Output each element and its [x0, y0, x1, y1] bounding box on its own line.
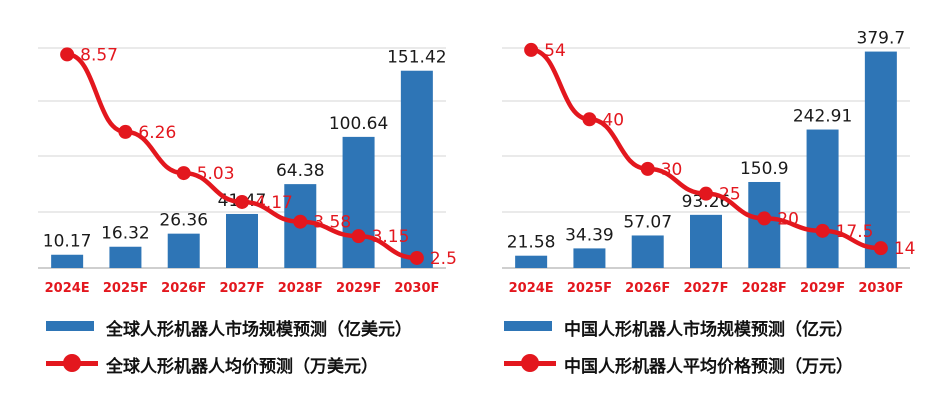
legend-bar-swatch [504, 314, 556, 340]
bar [864, 51, 897, 268]
price-value-label: 30 [661, 160, 683, 180]
global-chart-legend: 全球人形机器人市场规模预测（亿美元） 全球人形机器人均价预测（万美元） [46, 314, 412, 388]
bar [226, 213, 258, 268]
legend-bar-label: 全球人形机器人市场规模预测（亿美元） [106, 319, 412, 340]
price-point [524, 42, 539, 57]
category-label: 2027F [219, 281, 264, 296]
price-point [60, 47, 75, 62]
price-value-label: 20 [777, 209, 799, 229]
category-label: 2026F [161, 281, 206, 296]
bar [400, 70, 433, 268]
legend-bar-label: 中国人形机器人市场规模预测（亿元） [564, 319, 853, 340]
price-value-label: 25 [719, 185, 741, 205]
price-point [815, 223, 830, 238]
global-chart-panel: 10.1716.3226.3641.4764.38100.64151.428.5… [38, 45, 457, 388]
global-humanoid-robot-chart: 10.1716.3226.3641.4764.38100.64151.428.5… [38, 45, 457, 296]
price-value-label: 5.03 [197, 164, 235, 184]
china-humanoid-robot-chart: 21.58 34.3957.0793.26150.9242.91379.75440… [502, 29, 916, 296]
price-point [699, 186, 713, 201]
price-point [293, 214, 308, 229]
category-label: 2024E [45, 281, 90, 296]
category-label: 2030F [858, 281, 903, 296]
legend-item-line: 中国人形机器人平均价格预测（万元） [504, 351, 853, 377]
category-label: 2025F [567, 281, 612, 296]
category-label: 2028F [742, 281, 787, 296]
category-label: 2027F [683, 281, 728, 296]
china-chart-panel: 21.58 34.39 57.07 93.26 150.9 242.91 379.7 54 40… [464, 0, 928, 418]
bar-value-label: 21.58 [507, 233, 556, 253]
china-chart-legend: 中国人形机器人市场规模预测（亿元） 中国人形机器人平均价格预测（万元） [504, 314, 853, 388]
legend-bar-swatch [46, 314, 98, 340]
legend-line-label: 全球人形机器人均价预测（万美元） [106, 356, 378, 377]
category-label: 2026F [625, 281, 670, 296]
price-value-label: 2.5 [430, 249, 457, 269]
price-value-label: 3.58 [313, 213, 351, 233]
price-point [235, 194, 249, 209]
bar [806, 129, 839, 268]
category-label: 2029F [800, 281, 845, 296]
category-label: 2025F [103, 281, 148, 296]
legend-item-bar: 中国人形机器人市场规模预测（亿元） [504, 314, 853, 340]
price-point [176, 166, 191, 181]
price-point [118, 124, 133, 139]
category-label: 2029F [336, 281, 381, 296]
price-point [757, 211, 772, 226]
bar-value-label: 151.42 [387, 48, 446, 68]
bar [515, 255, 548, 268]
legend-line-swatch [46, 351, 98, 377]
bar [342, 136, 375, 268]
bar-value-label: 26.36 [159, 211, 208, 231]
price-value-label: 8.57 [80, 45, 118, 65]
price-value-label: 40 [602, 110, 624, 130]
price-value-label: 54 [544, 41, 566, 61]
category-label: 2028F [278, 281, 323, 296]
legend-item-bar: 全球人形机器人市场规模预测（亿美元） [46, 314, 412, 340]
bar-value-label: 57.07 [623, 212, 672, 232]
price-value-label: 14 [894, 239, 916, 259]
price-value-label: 17.5 [836, 222, 874, 242]
price-point [582, 112, 597, 127]
bar-value-label: 64.38 [276, 161, 325, 181]
bar-value-label: 16.32 [101, 224, 150, 244]
price-point [351, 229, 366, 244]
bar-value-label: 100.64 [329, 114, 388, 134]
price-value-label: 4.17 [255, 193, 293, 213]
bar [167, 233, 200, 268]
price-point [873, 241, 888, 256]
price-point [640, 161, 655, 176]
legend-line-label: 中国人形机器人平均价格预测（万元） [564, 356, 853, 377]
bar [51, 254, 84, 268]
category-label: 2030F [394, 281, 439, 296]
category-label: 2024E [509, 281, 554, 296]
price-value-label: 6.26 [138, 123, 176, 143]
bar [109, 246, 142, 268]
bar [690, 214, 722, 268]
bar-value-label: 150.9 [740, 159, 789, 179]
bar-value-label: 242.91 [793, 107, 852, 127]
bar-value-label: 34.39 [565, 225, 614, 245]
bar [573, 248, 606, 268]
bar [631, 235, 664, 268]
bar-value-label: 10.17 [43, 232, 92, 252]
price-value-label: 3.15 [372, 227, 410, 247]
legend-item-line: 全球人形机器人均价预测（万美元） [46, 351, 412, 377]
bar-value-label: 379.7 [857, 29, 906, 49]
legend-line-swatch [504, 351, 556, 377]
price-point [409, 250, 424, 265]
